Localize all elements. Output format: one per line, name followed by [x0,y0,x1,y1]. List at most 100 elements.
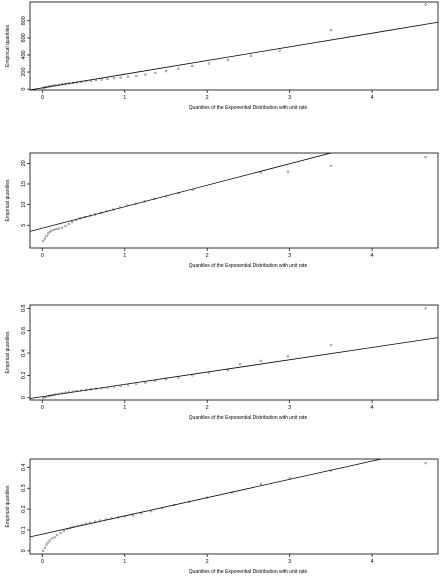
x-tick-label: 2 [206,95,209,101]
data-point [424,462,427,465]
data-point [84,522,88,525]
data-point [45,234,48,238]
data-point [49,394,52,397]
x-tick-label: 4 [371,253,374,259]
data-point [69,526,72,530]
data-point [70,220,74,224]
data-point [104,518,107,521]
data-point [79,80,83,83]
data-point [64,82,67,85]
data-point [192,188,195,191]
data-point [57,392,60,395]
x-axis-label: Quantiles of the Exponential Distributio… [189,569,308,575]
x-tick-label: 1 [123,253,126,259]
data-point [56,534,59,537]
data-point [123,515,126,518]
y-tick-label: 20 [21,160,27,166]
data-point [173,503,176,507]
data-point [45,543,48,546]
y-tick-label: 0.3 [21,484,27,492]
data-point [112,208,115,211]
data-point [259,171,262,174]
data-point [51,537,54,540]
data-point [43,237,46,240]
data-point [94,79,98,82]
y-tick-label: 0.2 [21,505,27,513]
data-point [126,75,130,78]
data-point [62,529,65,533]
data-point [239,363,242,366]
data-point [424,3,427,6]
data-point [259,359,262,363]
data-point [57,83,60,86]
data-point [89,521,92,524]
data-point [42,239,45,243]
data-point [329,164,332,167]
fit-line [30,337,438,399]
data-point [160,506,164,510]
data-point [53,536,56,539]
y-tick-label: 600 [21,33,27,42]
x-tick-label: 0 [41,559,44,565]
y-tick-label: 10 [21,202,27,208]
data-point [67,222,70,226]
x-tick-label: 0 [41,95,44,101]
data-point [226,369,229,372]
data-point [106,386,109,389]
x-tick-label: 3 [288,405,291,411]
x-tick-label: 4 [371,95,374,101]
data-point [67,82,70,85]
data-point [42,549,45,552]
data-point [59,531,62,535]
y-tick-label: 0.4 [21,464,27,472]
data-point [135,382,138,385]
y-axis-label: Empirical quantiles [5,485,11,527]
data-point [286,355,290,358]
data-point [75,218,78,222]
data-point [71,390,74,393]
data-point [206,496,209,499]
x-tick-label: 3 [288,95,291,101]
data-point [131,514,135,517]
y-tick-label: 0.4 [21,349,27,357]
y-tick-label: 15 [21,181,27,187]
data-point [329,29,332,32]
x-axis-label: Quantiles of the Exponential Distributio… [189,263,308,269]
data-point [187,500,191,503]
data-point [45,85,48,89]
data-point [79,389,83,392]
data-point [48,230,51,234]
data-point [329,344,332,347]
data-point [72,525,75,528]
x-axis-label: Quantiles of the Exponential Distributio… [189,415,308,421]
data-point [76,524,79,527]
data-point [112,385,116,388]
data-point [51,84,55,87]
x-tick-label: 3 [288,559,291,565]
y-tick-label: 400 [21,50,27,59]
data-point [164,195,168,198]
data-point [286,170,290,173]
data-point [45,395,48,398]
y-tick-label: 0.6 [21,327,27,335]
y-tick-label: 0.2 [21,372,27,380]
qq-panel-1: 0 1 2 3 4 0 200 400 600 800 Quantiles of the Expon… [5,1,439,111]
data-point [164,70,168,73]
data-point [207,372,210,375]
data-point [49,85,52,88]
data-point [61,392,64,395]
data-point [154,71,157,75]
data-point [93,520,97,523]
data-point [84,80,88,83]
data-point [84,388,88,392]
data-point [230,491,234,494]
data-point [94,387,98,390]
data-point [89,388,93,391]
data-point [84,215,87,219]
data-point [126,204,129,207]
y-tick-label: 0 [21,396,27,399]
qq-panel-2: 0 1 2 3 4 5 10 15 20 Quantiles of the Exponential… [5,152,439,269]
data-point [80,523,84,526]
plot-frame [29,152,439,249]
